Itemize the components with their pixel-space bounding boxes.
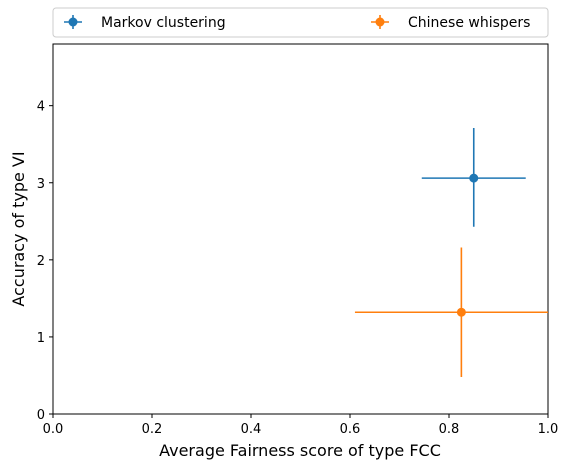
y-axis: 0 1 2 3 4	[37, 100, 53, 423]
data-point	[469, 173, 479, 183]
x-tick-label: 0.2	[142, 422, 163, 437]
y-tick-label: 0	[37, 408, 45, 423]
y-axis-label: Accuracy of type VI	[9, 151, 28, 306]
y-tick-label: 4	[37, 100, 45, 115]
x-axis: 0.0 0.2 0.4 0.6 0.8 1.0	[43, 414, 559, 437]
legend-marker-dot	[68, 17, 78, 27]
legend-label: Markov clustering	[101, 15, 226, 31]
legend-label: Chinese whispers	[408, 15, 530, 31]
series-layer	[354, 128, 548, 377]
legend-entry: Chinese whispers	[371, 15, 530, 31]
series-markov-clustering	[421, 128, 526, 227]
legend-entry: Markov clustering	[64, 15, 226, 31]
y-tick-label: 2	[37, 254, 45, 269]
x-tick-label: 0.8	[439, 422, 460, 437]
series-chinese-whispers	[354, 247, 548, 377]
y-tick-label: 1	[37, 331, 45, 346]
legend: Markov clustering Chinese whispers	[52, 7, 549, 38]
x-tick-label: 0.0	[43, 422, 64, 437]
x-axis-label: Average Fairness score of type FCC	[159, 441, 441, 460]
plot-frame	[52, 43, 549, 415]
data-point	[456, 307, 466, 317]
y-tick-label: 3	[37, 177, 45, 192]
x-tick-label: 0.4	[241, 422, 262, 437]
legend-marker-dot	[375, 17, 385, 27]
x-tick-label: 1.0	[538, 422, 559, 437]
legend-frame	[52, 7, 549, 38]
x-tick-label: 0.6	[340, 422, 361, 437]
